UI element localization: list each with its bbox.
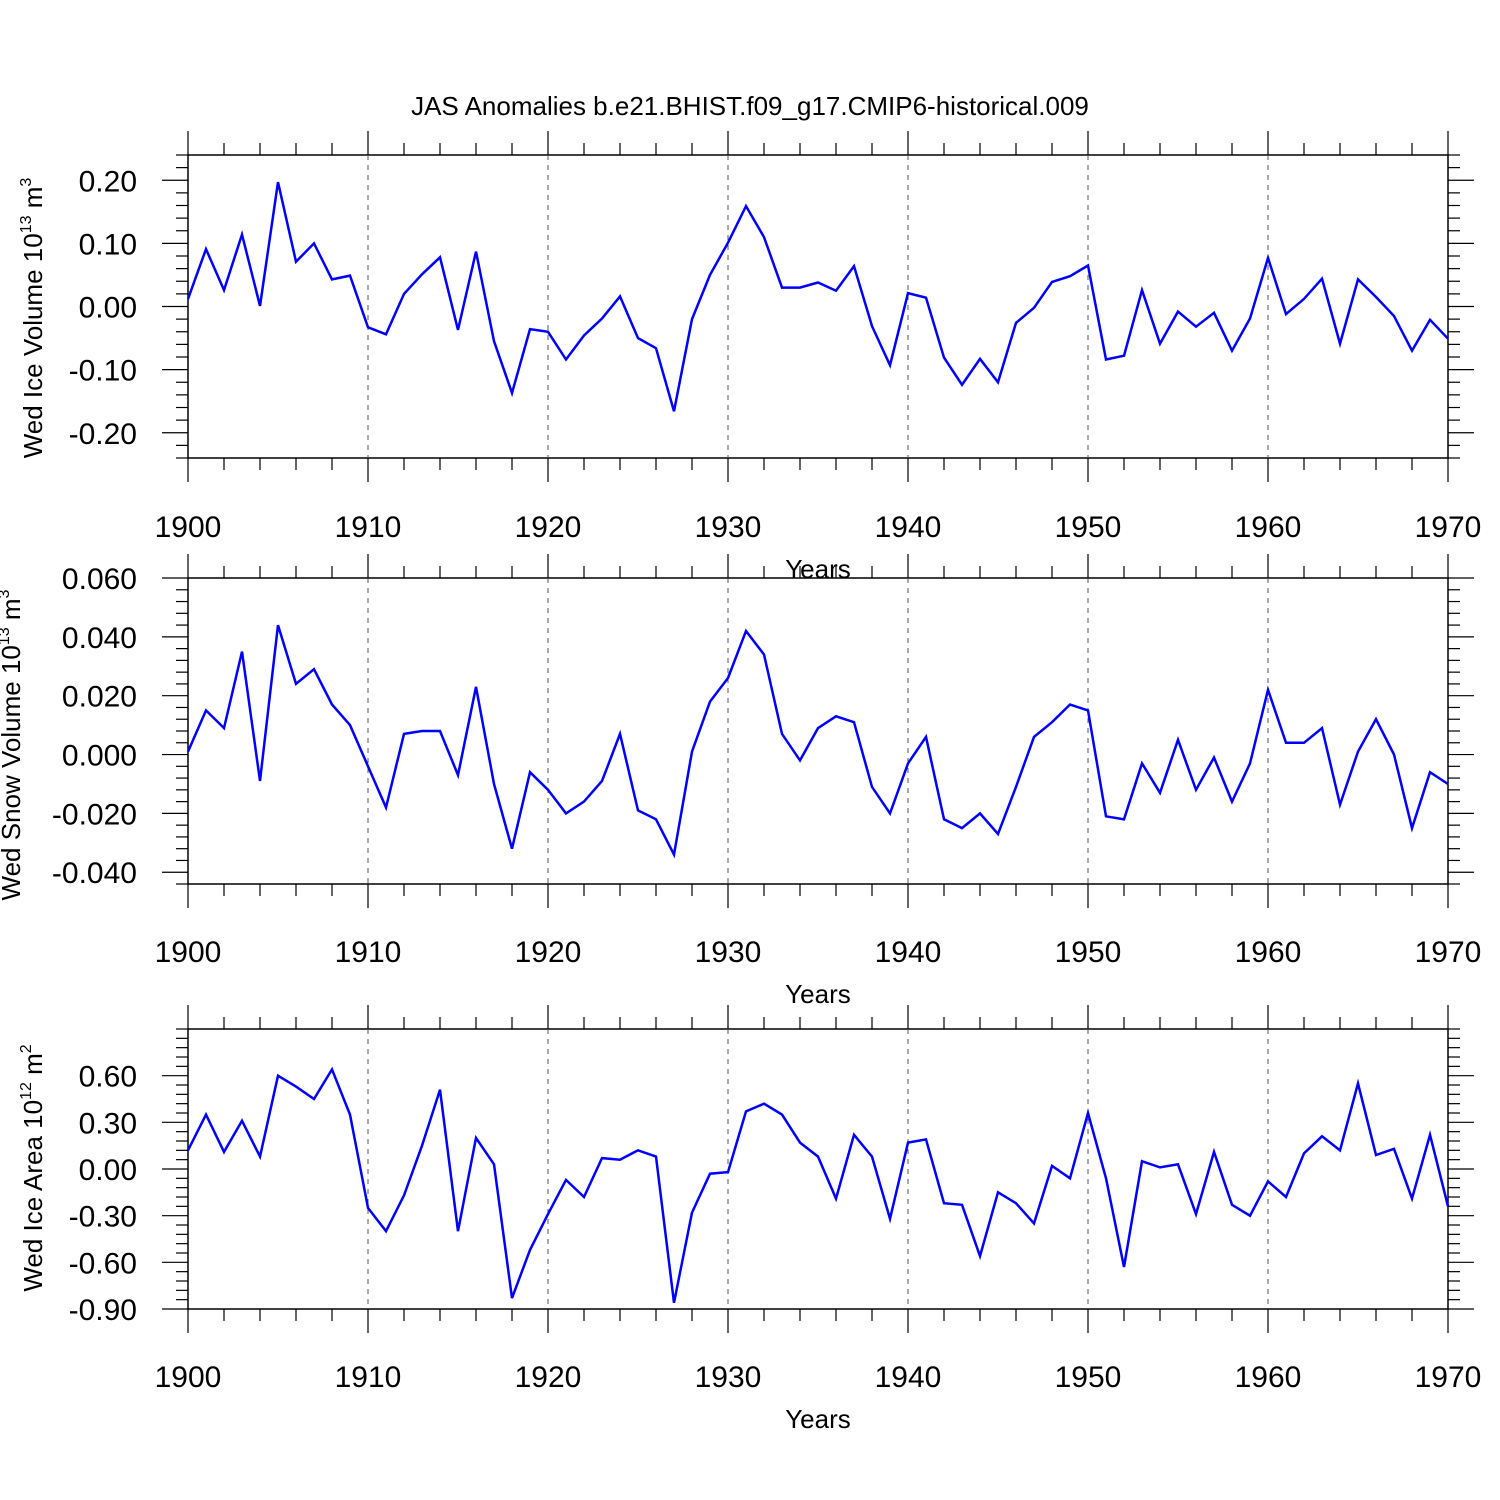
x-tick-label: 1910 [335, 1361, 402, 1394]
x-tick-label: 1950 [1055, 936, 1122, 969]
panel-3-xlabel: Years [785, 1404, 851, 1434]
panel-3-series-line [186, 1066, 1450, 1304]
x-tick-label: 1920 [515, 1361, 582, 1394]
y-tick-label: 0.000 [62, 740, 137, 773]
y-tick-label: -0.10 [69, 355, 137, 388]
x-tick-label: 1920 [515, 936, 582, 969]
panel-3-ylabel-unit-exp: 2 [18, 1044, 35, 1053]
x-tick-label: 1950 [1055, 1361, 1122, 1394]
x-tick-label: 1950 [1055, 511, 1122, 544]
panel-1-grid [367, 155, 1269, 458]
y-tick-label: 0.060 [62, 563, 137, 596]
x-tick-label: 1910 [335, 936, 402, 969]
y-tick-label: -0.20 [69, 418, 137, 451]
panel-1-ylabel-unit-exp: 3 [18, 178, 35, 187]
y-tick-label: -0.020 [52, 798, 137, 831]
y-tick-label: -0.30 [69, 1201, 137, 1234]
x-tick-label: 1970 [1415, 511, 1482, 544]
x-tick-label: 1920 [515, 511, 582, 544]
x-tick-label: 1900 [155, 936, 222, 969]
panel-1-ylabel-exp: 13 [18, 215, 35, 233]
panel-2-ylabel-exp: 13 [0, 627, 13, 645]
y-tick-label: -0.60 [69, 1247, 137, 1280]
y-tick-label: 0.00 [79, 292, 137, 325]
y-tick-label: 0.10 [79, 228, 137, 261]
panel-3-ylabel: Wed Ice Area 1012 m2 [18, 1044, 48, 1291]
panel-1-ylabel-main: Wed Ice Volume 10 [18, 233, 48, 458]
x-tick-label: 1960 [1235, 936, 1302, 969]
x-tick-label: 1940 [875, 511, 942, 544]
x-tick-label: 1970 [1415, 1361, 1482, 1394]
chart-title: JAS Anomalies b.e21.BHIST.f09_g17.CMIP6-… [411, 91, 1089, 121]
panel-3-ylabel-main: Wed Ice Area 10 [18, 1100, 48, 1292]
panel-2-ylabel-unit-exp: 3 [0, 589, 13, 598]
panel-2-ylabel-unit: m [0, 598, 26, 627]
x-tick-label: 1910 [335, 511, 402, 544]
panel-1-xlabel: Years [785, 554, 851, 584]
panel-3-ylabel-exp: 12 [18, 1082, 35, 1100]
panel-1-series-line [186, 181, 1449, 412]
y-tick-label: 0.30 [79, 1107, 137, 1140]
y-tick-label: 0.040 [62, 622, 137, 655]
x-tick-label: 1940 [875, 936, 942, 969]
y-tick-label: 0.020 [62, 681, 137, 714]
panel-2-xlabel: Years [785, 979, 851, 1009]
panel-snow-volume: 1900 1910 1920 1930 1940 1950 1960 1970 0.060 0.0… [0, 554, 1481, 1009]
x-tick-label: 1930 [695, 1361, 762, 1394]
x-tick-label: 1960 [1235, 1361, 1302, 1394]
panel-1-ticks: 1900 1910 1920 1930 1940 1950 1960 1970 0.20 0.10… [69, 131, 1482, 544]
panel-2-ylabel: Wed Snow Volume 1013 m3 [0, 589, 26, 900]
panel-3-ticks: 1900 1910 1920 1930 1940 1950 1960 1970 0.60 0.30… [69, 1005, 1482, 1394]
panel-1-ylabel: Wed Ice Volume 1013 m3 [18, 178, 48, 459]
y-tick-label: -0.90 [69, 1294, 137, 1327]
x-tick-label: 1970 [1415, 936, 1482, 969]
x-tick-label: 1930 [695, 936, 762, 969]
panel-ice-area: 1900 1910 1920 1930 1940 1950 1960 1970 0.60 0.30… [18, 1005, 1481, 1434]
y-tick-label: 0.60 [79, 1061, 137, 1094]
x-tick-label: 1940 [875, 1361, 942, 1394]
panel-2-series-line [186, 624, 1449, 859]
panel-2-grid [367, 578, 1269, 884]
panel-2-ylabel-main: Wed Snow Volume 10 [0, 645, 26, 900]
y-tick-label: -0.040 [52, 857, 137, 890]
panel-3-ylabel-unit: m [18, 1053, 48, 1082]
x-tick-label: 1930 [695, 511, 762, 544]
x-tick-label: 1900 [155, 511, 222, 544]
panel-1-ylabel-unit: m [18, 187, 48, 216]
panel-ice-volume: 1900 1910 1920 1930 1940 1950 1960 1970 0.20 0.10… [18, 131, 1481, 584]
x-tick-label: 1900 [155, 1361, 222, 1394]
panel-2-ticks: 1900 1910 1920 1930 1940 1950 1960 1970 0.060 0.0… [52, 554, 1481, 969]
y-tick-label: 0.20 [79, 165, 137, 198]
x-tick-label: 1960 [1235, 511, 1302, 544]
y-tick-label: 0.00 [79, 1154, 137, 1187]
